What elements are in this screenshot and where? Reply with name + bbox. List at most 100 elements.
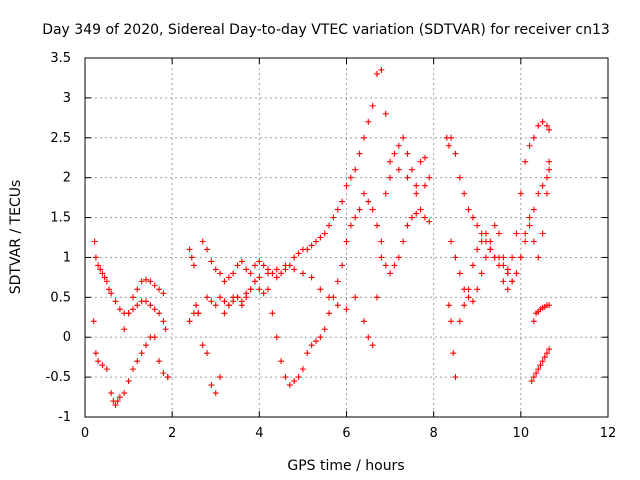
data-point <box>482 254 489 261</box>
data-point <box>382 262 389 269</box>
data-point <box>317 234 324 241</box>
data-point <box>269 310 276 317</box>
data-point <box>95 358 102 365</box>
data-point <box>546 158 553 165</box>
data-point <box>526 142 533 149</box>
data-point <box>369 206 376 213</box>
data-point <box>448 238 455 245</box>
y-tick-label: 0.5 <box>50 290 71 305</box>
data-point <box>160 370 167 377</box>
data-point <box>273 274 280 281</box>
data-point <box>343 182 350 189</box>
data-point <box>147 278 154 285</box>
y-axis-label: SDTVAR / TECUs <box>8 180 24 295</box>
data-point <box>282 374 289 381</box>
axis-ticks <box>84 57 609 418</box>
data-point <box>151 334 158 341</box>
data-point <box>395 142 402 149</box>
data-point <box>543 190 550 197</box>
data-point <box>474 246 481 253</box>
data-point <box>317 334 324 341</box>
data-point <box>334 206 341 213</box>
data-point <box>546 346 553 353</box>
y-tick-label: 1 <box>63 250 71 265</box>
data-point <box>530 374 537 381</box>
data-point <box>543 174 550 181</box>
data-point <box>404 150 411 157</box>
data-point <box>360 318 367 325</box>
data-point <box>365 118 372 125</box>
data-point <box>129 366 136 373</box>
data-point <box>95 262 102 269</box>
data-point <box>143 276 150 283</box>
data-point <box>247 286 254 293</box>
data-point <box>404 174 411 181</box>
data-point <box>116 394 123 401</box>
data-point <box>445 302 452 309</box>
data-point <box>382 110 389 117</box>
data-point <box>134 358 141 365</box>
data-point <box>533 370 540 377</box>
data-point <box>452 374 459 381</box>
y-tick-label: 3 <box>63 91 71 106</box>
data-point <box>291 266 298 273</box>
data-point <box>186 246 193 253</box>
data-point <box>125 378 132 385</box>
data-point <box>395 254 402 261</box>
data-point <box>190 262 197 269</box>
data-point <box>509 254 516 261</box>
data-point <box>465 286 472 293</box>
data-point <box>326 310 333 317</box>
data-point <box>421 182 428 189</box>
data-point <box>539 358 546 365</box>
data-point <box>374 222 381 229</box>
data-point <box>421 154 428 161</box>
data-point <box>112 298 119 305</box>
data-point <box>500 278 507 285</box>
data-point <box>417 206 424 213</box>
data-point <box>487 238 494 245</box>
data-point <box>256 274 263 281</box>
x-tick-label: 12 <box>600 426 617 441</box>
data-point <box>339 198 346 205</box>
data-point <box>456 174 463 181</box>
data-point <box>469 214 476 221</box>
data-point <box>286 382 293 389</box>
data-point <box>526 222 533 229</box>
data-point <box>99 362 106 369</box>
data-point <box>469 262 476 269</box>
data-point <box>539 182 546 189</box>
data-point <box>413 182 420 189</box>
data-point <box>238 298 245 305</box>
data-point <box>208 298 215 305</box>
data-point <box>90 318 97 325</box>
data-point <box>116 306 123 313</box>
data-point <box>321 230 328 237</box>
data-point <box>535 254 542 261</box>
data-point <box>526 214 533 221</box>
data-point <box>535 122 542 129</box>
data-point <box>138 350 145 357</box>
data-point <box>251 278 258 285</box>
data-point <box>234 262 241 269</box>
data-point <box>530 318 537 325</box>
data-point <box>92 350 99 357</box>
data-point <box>347 174 354 181</box>
data-point <box>256 258 263 265</box>
series-track-c <box>121 166 428 349</box>
data-point <box>461 190 468 197</box>
data-point <box>162 326 169 333</box>
data-point <box>103 366 110 373</box>
data-point <box>188 254 195 261</box>
data-point <box>186 318 193 325</box>
data-point <box>496 262 503 269</box>
data-point <box>546 302 553 309</box>
data-point <box>395 166 402 173</box>
data-point <box>452 254 459 261</box>
data-point <box>308 274 315 281</box>
data-point <box>391 150 398 157</box>
data-point <box>151 282 158 289</box>
data-point <box>478 238 485 245</box>
data-point <box>330 214 337 221</box>
data-point <box>134 286 141 293</box>
